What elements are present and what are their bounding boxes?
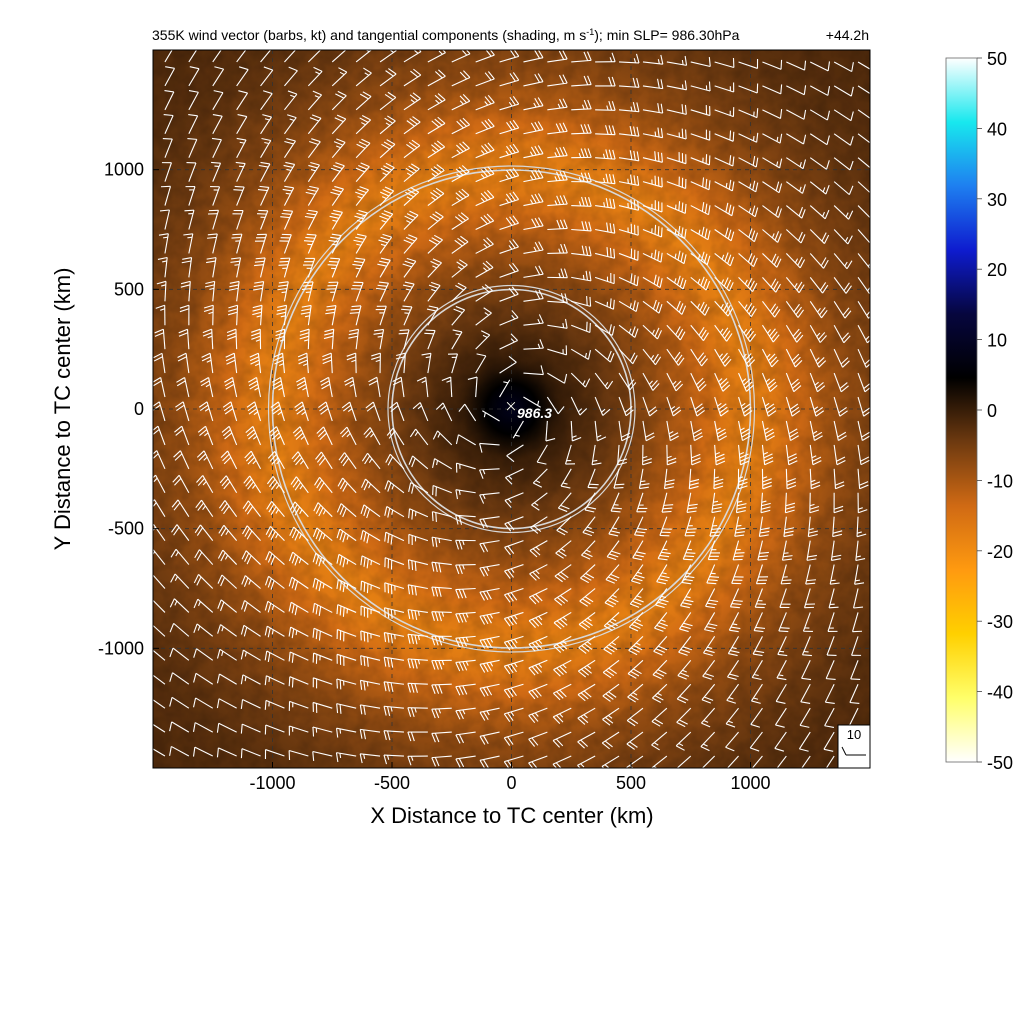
colorbar-tick-label: -20 bbox=[987, 542, 1013, 562]
y-tick-label: 500 bbox=[114, 279, 144, 299]
colorbar-tick-label: -10 bbox=[987, 471, 1013, 491]
colorbar-bar bbox=[946, 58, 977, 762]
y-tick-label: 1000 bbox=[104, 160, 144, 180]
colorbar-ticks: 50 40 30 20 10 0 -10 -20 -30 -40 -50 bbox=[977, 49, 1013, 773]
title-main: 355K wind vector (barbs, kt) and tangent… bbox=[152, 27, 586, 43]
time-label: +44.2h bbox=[826, 27, 869, 43]
center-marker-symbol: ✕ bbox=[504, 399, 517, 416]
chart-title: 355K wind vector (barbs, kt) and tangent… bbox=[152, 27, 740, 43]
title-superscript: -1 bbox=[586, 27, 594, 37]
x-tick-label: 1000 bbox=[730, 773, 770, 793]
y-axis-label: Y Distance to TC center (km) bbox=[50, 268, 75, 551]
reference-barb-label: 10 bbox=[847, 727, 861, 742]
x-axis-label: X Distance to TC center (km) bbox=[370, 803, 653, 828]
y-axis-ticks: -1000 -500 0 500 1000 bbox=[98, 160, 159, 659]
colorbar-tick-label: 50 bbox=[987, 49, 1007, 69]
colorbar-tick-label: 0 bbox=[987, 401, 997, 421]
x-tick-label: 0 bbox=[506, 773, 516, 793]
x-tick-label: -500 bbox=[374, 773, 410, 793]
reference-barb-key: 10 bbox=[838, 725, 870, 768]
y-tick-label: -500 bbox=[108, 519, 144, 539]
y-tick-label: 0 bbox=[134, 399, 144, 419]
colorbar-tick-label: 30 bbox=[987, 190, 1007, 210]
colorbar: 50 40 30 20 10 0 -10 -20 -30 -40 -50 bbox=[946, 49, 1013, 773]
x-tick-label: 500 bbox=[616, 773, 646, 793]
colorbar-tick-label: 10 bbox=[987, 331, 1007, 351]
colorbar-tick-label: -30 bbox=[987, 612, 1013, 632]
title-tail: ); min SLP= 986.30hPa bbox=[594, 27, 739, 43]
min-slp-label: 986.3 bbox=[517, 405, 552, 421]
colorbar-tick-label: 40 bbox=[987, 119, 1007, 139]
y-tick-label: -1000 bbox=[98, 638, 144, 658]
colorbar-tick-label: 20 bbox=[987, 260, 1007, 280]
colorbar-tick-label: -40 bbox=[987, 683, 1013, 703]
x-tick-label: -1000 bbox=[249, 773, 295, 793]
colorbar-tick-label: -50 bbox=[987, 753, 1013, 773]
